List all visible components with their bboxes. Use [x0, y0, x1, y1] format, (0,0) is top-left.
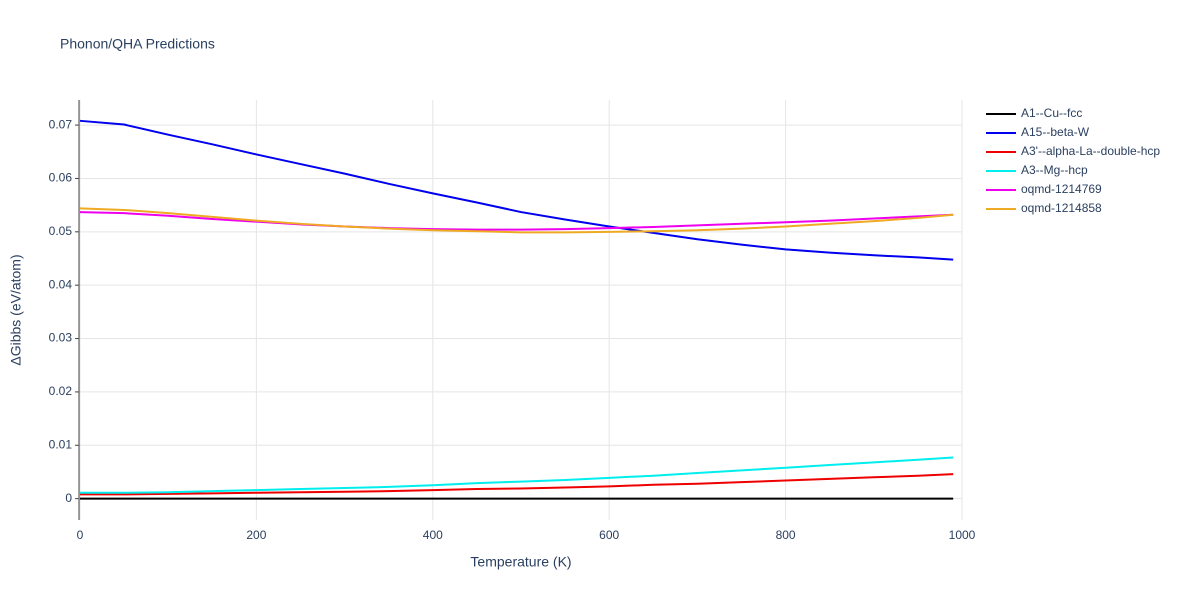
legend-label: A3--Mg--hcp [1021, 163, 1088, 177]
y-tick-label: 0.06 [49, 171, 73, 185]
x-tick-label: 800 [776, 528, 796, 542]
series-line [79, 207, 954, 234]
chart-title: Phonon/QHA Predictions [60, 36, 215, 52]
x-tick-label: 600 [599, 528, 619, 542]
y-tick-label: 0.01 [49, 437, 73, 451]
y-tick-label: 0.03 [49, 331, 73, 345]
series-line [80, 473, 954, 496]
legend-label: A15--beta-W [1021, 125, 1090, 139]
y-tick-label: 0 [65, 491, 72, 505]
grid: 0 200 400 600 800 1000 0 0.01 0.02 0.03 0.04 0.05 0.… [49, 100, 976, 542]
x-tick-label: 1000 [949, 528, 976, 542]
y-tick-label: 0.07 [49, 117, 73, 131]
x-tick-label: 400 [423, 528, 443, 542]
y-tick-label: 0.04 [49, 277, 73, 291]
series-line [80, 456, 954, 494]
y-tick-label: 0.02 [49, 384, 73, 398]
x-tick-label: 0 [77, 528, 84, 542]
legend-label: oqmd-1214858 [1021, 201, 1102, 215]
series-line [79, 211, 954, 231]
y-axis-title: ΔGibbs (eV/atom) [8, 254, 24, 365]
legend-label: A1--Cu--fcc [1021, 106, 1082, 120]
series-line [79, 119, 954, 261]
legend-label: A3'--alpha-La--double-hcp [1021, 144, 1160, 158]
x-tick-label: 200 [246, 528, 266, 542]
legend: A1--Cu--fcc A15--beta-W A3'--alpha-La--dou… [986, 106, 1160, 215]
legend-label: oqmd-1214769 [1021, 182, 1102, 196]
y-tick-label: 0.05 [49, 224, 73, 238]
plot-area [79, 119, 954, 500]
x-axis-title: Temperature (K) [470, 554, 571, 570]
